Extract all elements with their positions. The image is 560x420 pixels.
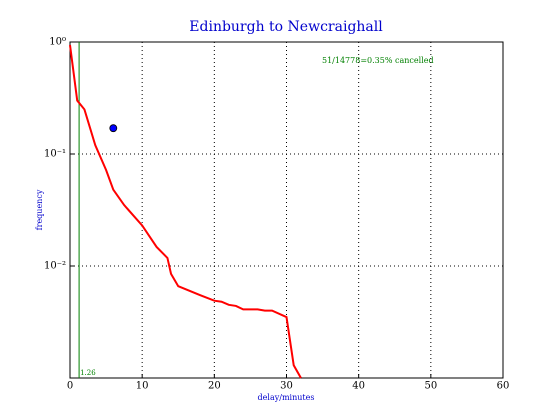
annotation: 51/14778=0.35% cancelled [322,56,434,65]
x-tick-label: 60 [497,381,510,392]
x-tick-label: 30 [280,381,293,392]
x-tick-label: 10 [136,381,149,392]
reference-label: 1.26 [80,369,96,377]
x-axis-label: delay/minutes [258,393,315,402]
marker-point [109,124,118,133]
data-line [69,44,302,379]
y-tick-label: 10⁻¹ [44,149,66,160]
axes-frame [69,41,504,379]
y-tick-label: 10⁻² [44,261,66,272]
x-tick-label: 0 [67,381,73,392]
y-axis-label: frequency [35,189,44,230]
chart-title: Edinburgh to Newcraighall [189,19,383,35]
x-tick-label: 50 [424,381,437,392]
x-tick-label: 40 [352,381,365,392]
x-tick-label: 20 [208,381,221,392]
y-tick-label: 10⁰ [49,37,66,48]
